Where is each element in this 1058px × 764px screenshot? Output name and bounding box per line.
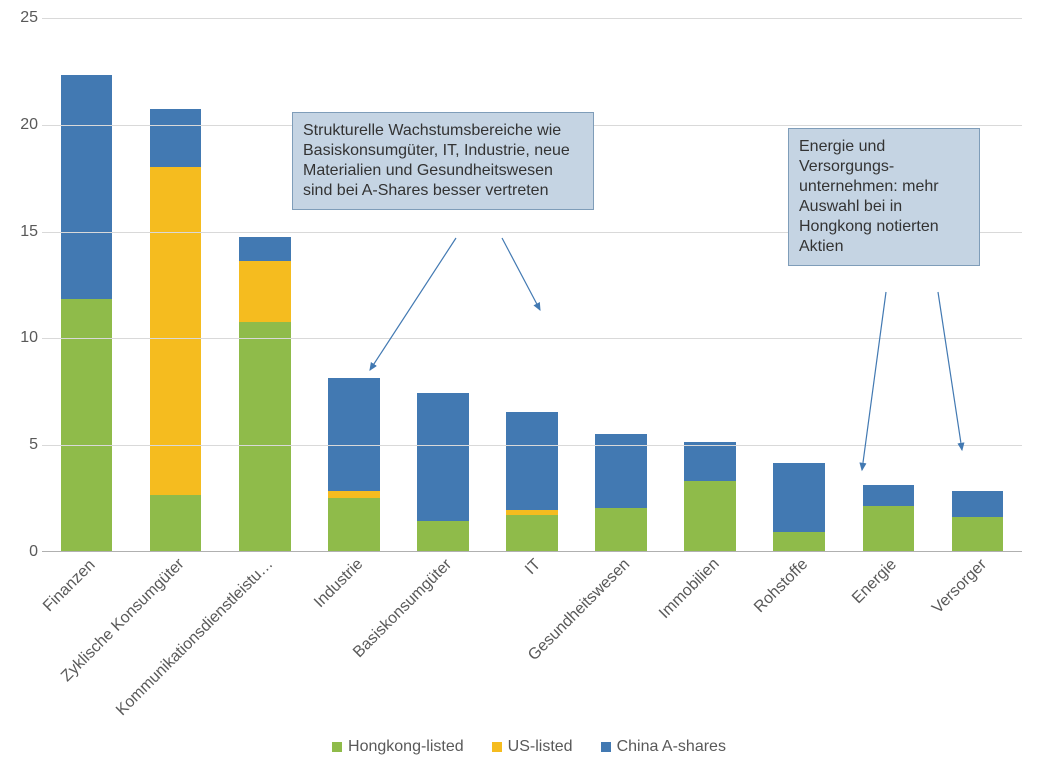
- bar-group: [577, 18, 666, 551]
- bar-stack: [773, 463, 825, 551]
- bar-group: [398, 18, 487, 551]
- gridline: [42, 18, 1022, 19]
- bar-stack: [863, 485, 915, 551]
- ytick-label: 0: [8, 543, 38, 561]
- plot-area: [42, 18, 1022, 552]
- bar-segment: [328, 498, 380, 551]
- bars-container: [42, 18, 1022, 551]
- bar-segment: [239, 261, 291, 323]
- legend-item-us: US-listed: [492, 738, 573, 756]
- bar-segment: [239, 237, 291, 260]
- ytick-label: 10: [8, 329, 38, 347]
- ytick-label: 5: [8, 436, 38, 454]
- bar-segment: [328, 378, 380, 491]
- annotation-growth-areas: Strukturelle Wachstumsbereiche wie Basis…: [292, 112, 594, 210]
- bar-segment: [61, 299, 113, 551]
- bar-segment: [952, 517, 1004, 551]
- xtick-label: Industrie: [311, 556, 367, 612]
- bar-segment: [150, 495, 202, 551]
- chart-container: 0 5 10 15 20 25 FinanzenZyklische Konsumgüter…: [0, 0, 1058, 764]
- gridline: [42, 445, 1022, 446]
- xtick-label: IT: [522, 556, 545, 579]
- gridline: [42, 338, 1022, 339]
- xtick-label: Kommunikationsdienstleistu…: [113, 556, 277, 720]
- xtick-label: Versorger: [929, 556, 991, 618]
- bar-stack: [595, 434, 647, 551]
- bar-segment: [684, 481, 736, 551]
- annotation-energy-utilities: Energie und Versorgungs-unternehmen: meh…: [788, 128, 980, 266]
- bar-group: [220, 18, 309, 551]
- annotation-text: Energie und Versorgungs-unternehmen: meh…: [799, 138, 939, 255]
- bar-segment: [150, 109, 202, 167]
- bar-group: [487, 18, 576, 551]
- bar-segment: [506, 515, 558, 551]
- x-axis-ticks: FinanzenZyklische KonsumgüterKommunikati…: [42, 560, 1022, 720]
- bar-group: [42, 18, 131, 551]
- bar-segment: [773, 463, 825, 531]
- bar-stack: [506, 412, 558, 551]
- legend-item-china-a: China A-shares: [601, 738, 726, 756]
- bar-stack: [150, 109, 202, 551]
- xtick-label: Rohstoffe: [751, 556, 812, 617]
- xtick-label: Finanzen: [40, 556, 99, 615]
- bar-group: [666, 18, 755, 551]
- bar-group: [131, 18, 220, 551]
- bar-segment: [61, 75, 113, 299]
- bar-segment: [417, 521, 469, 551]
- bar-stack: [417, 393, 469, 551]
- ytick-label: 25: [8, 9, 38, 27]
- bar-segment: [863, 485, 915, 506]
- bar-segment: [506, 412, 558, 510]
- xtick-label: Immobilien: [656, 556, 723, 623]
- bar-stack: [952, 491, 1004, 551]
- bar-stack: [328, 378, 380, 551]
- bar-segment: [595, 508, 647, 551]
- legend-item-hongkong: Hongkong-listed: [332, 738, 464, 756]
- legend-swatch: [332, 742, 342, 752]
- xtick-label: Gesundheitswesen: [525, 556, 634, 665]
- legend: Hongkong-listed US-listed China A-shares: [0, 738, 1058, 756]
- bar-group: [933, 18, 1022, 551]
- ytick-label: 15: [8, 223, 38, 241]
- bar-segment: [684, 442, 736, 480]
- legend-swatch: [492, 742, 502, 752]
- legend-label: China A-shares: [617, 738, 726, 756]
- bar-segment: [863, 506, 915, 551]
- legend-swatch: [601, 742, 611, 752]
- bar-segment: [239, 322, 291, 551]
- xtick-label: Energie: [849, 556, 901, 608]
- legend-label: US-listed: [508, 738, 573, 756]
- ytick-label: 20: [8, 116, 38, 134]
- bar-stack: [239, 237, 291, 551]
- bar-segment: [773, 532, 825, 551]
- legend-label: Hongkong-listed: [348, 738, 464, 756]
- annotation-text: Strukturelle Wachstumsbereiche wie Basis…: [303, 122, 570, 199]
- bar-group: [844, 18, 933, 551]
- bar-group: [755, 18, 844, 551]
- bar-stack: [61, 75, 113, 551]
- bar-group: [309, 18, 398, 551]
- xtick-label: Basiskonsumgüter: [350, 556, 456, 662]
- bar-segment: [417, 393, 469, 521]
- bar-stack: [684, 442, 736, 551]
- bar-segment: [952, 491, 1004, 517]
